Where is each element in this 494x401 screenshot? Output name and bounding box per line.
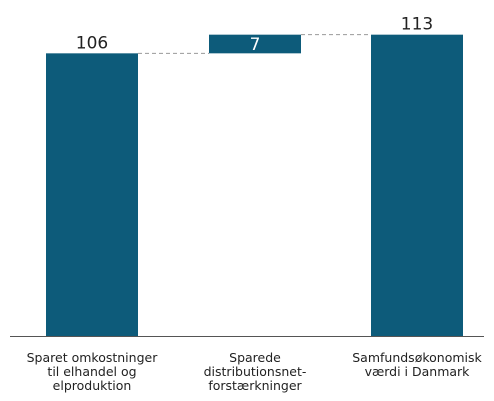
bar-2	[209, 34, 301, 54]
category-label-line: forstærkninger	[208, 378, 302, 393]
value-label-2: 7	[250, 35, 261, 55]
category-label-line: distributionsnet-	[204, 364, 307, 379]
value-label-1: 106	[76, 33, 108, 53]
bars	[46, 34, 463, 337]
category-labels: Sparet omkostninger til elhandel og elprod…	[27, 350, 483, 393]
bar-1	[46, 53, 138, 336]
category-label-line: elproduktion	[53, 378, 132, 393]
connector-lines	[138, 34, 371, 54]
category-label-line: værdi i Danmark	[365, 364, 471, 379]
category-label-line: Sparede	[229, 350, 281, 365]
category-label-line: Sparet omkostninger	[27, 350, 159, 365]
category-label-1: Sparet omkostninger til elhandel og elprod…	[27, 350, 159, 393]
bar-3	[371, 34, 463, 337]
category-label-line: Samfundsøkonomisk	[352, 350, 482, 365]
value-labels: 106 7 113	[76, 15, 433, 55]
value-label-3: 113	[401, 15, 433, 35]
category-label-line: til elhandel og	[47, 364, 136, 379]
category-label-3: Samfundsøkonomisk værdi i Danmark	[352, 350, 482, 379]
category-label-2: Sparede distributionsnet-forstærkninger	[204, 350, 307, 393]
